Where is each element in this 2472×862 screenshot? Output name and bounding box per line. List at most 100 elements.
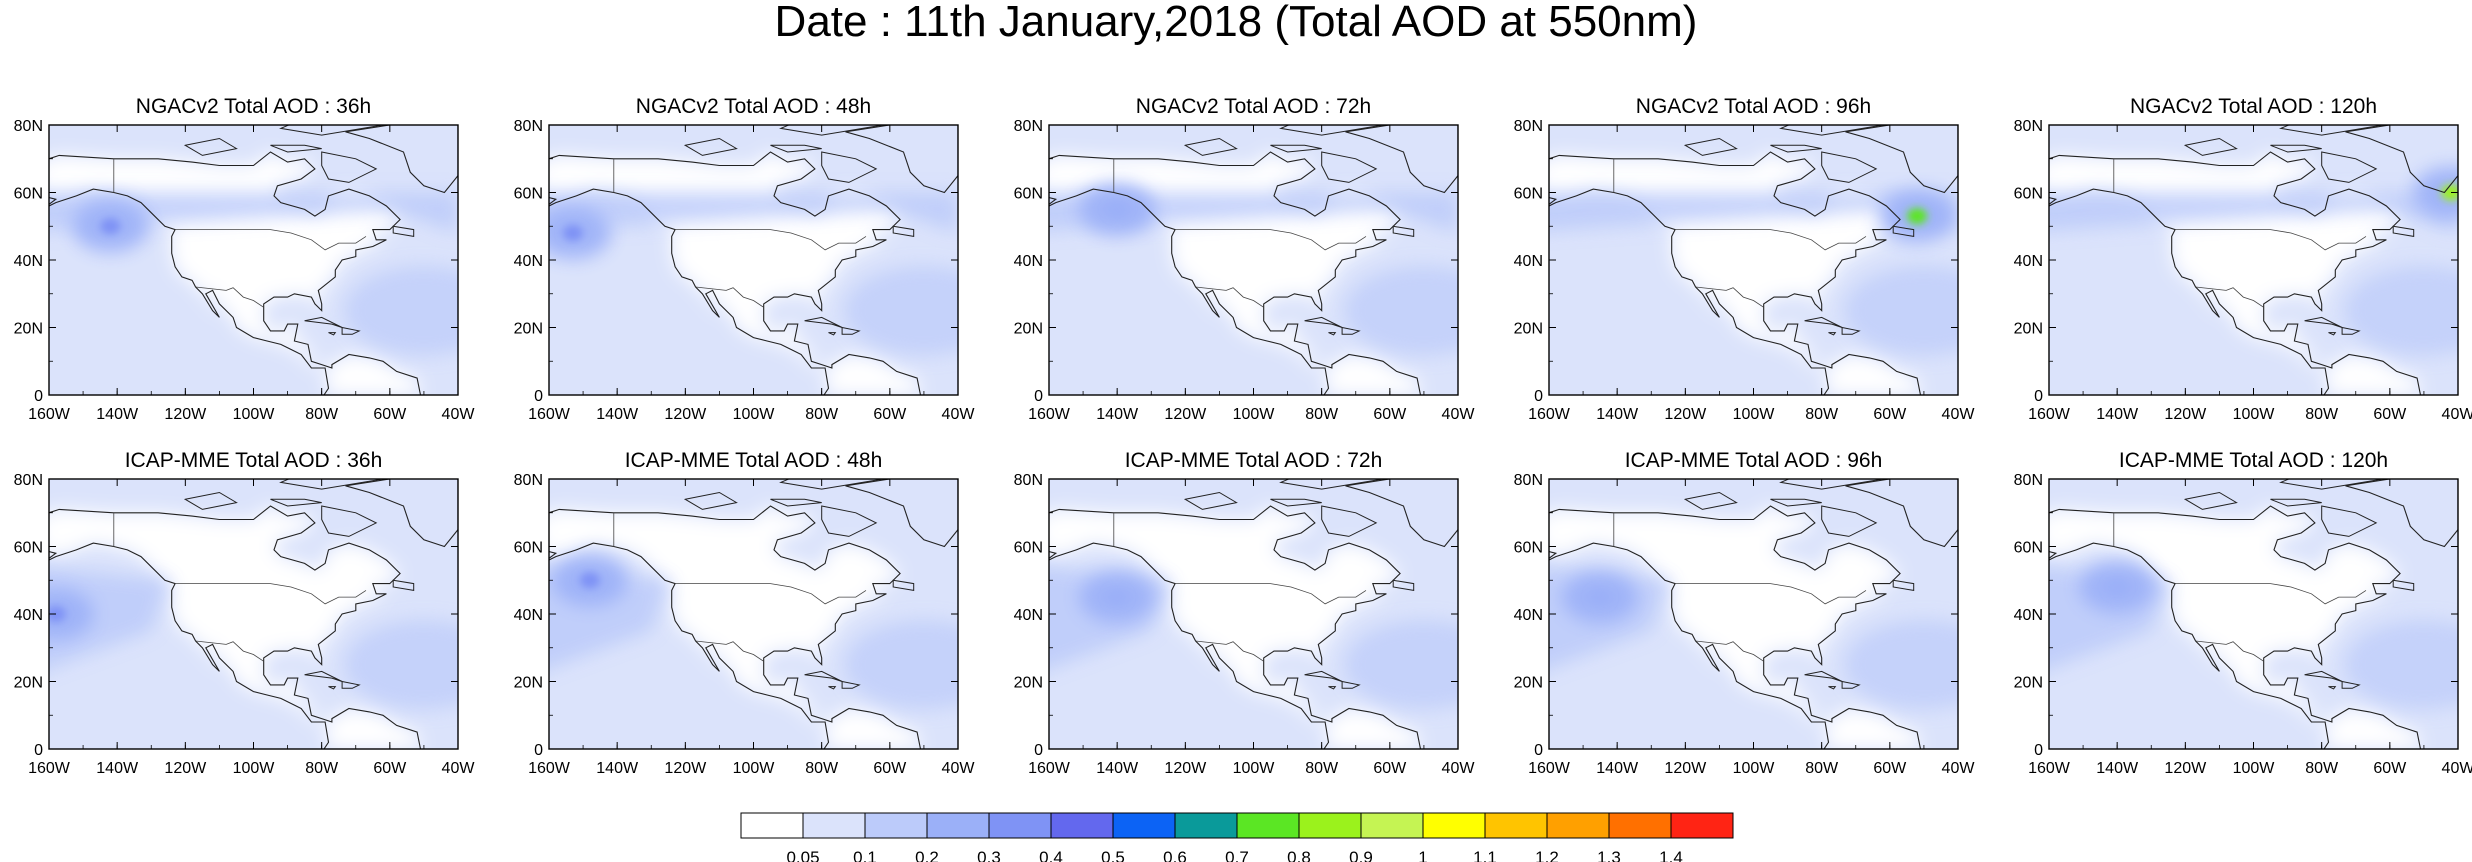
lat-tick-label: 0 — [1534, 742, 1543, 759]
coastline-greenland — [1845, 125, 1958, 194]
coastline-island — [2341, 326, 2361, 335]
lon-tick-label: 40W — [2442, 760, 2472, 777]
lat-tick-label: 80N — [1514, 118, 1543, 135]
aod-field — [1549, 479, 1958, 749]
lon-tick-label: 80W — [1805, 406, 1839, 423]
colorbar: 0.05 0.1 0.2 0.3 0.4 0.5 0.6 0.7 0.8 0.9 1 1.1 1.2 1.… — [740, 812, 1734, 862]
lon-tick-label: 100W — [733, 406, 776, 423]
coastline-island — [1183, 137, 1238, 156]
country-border — [675, 229, 867, 251]
aod-hotspot-halo — [2413, 166, 2458, 219]
lat-tick-label: 0 — [2034, 388, 2043, 405]
lat-tick-label: 80N — [2014, 118, 2043, 135]
aod-field — [49, 125, 458, 395]
colorbar-swatch — [740, 812, 804, 839]
coastline-greenland — [2345, 479, 2458, 548]
lat-tick-label: 60N — [2014, 186, 2043, 203]
aod-field — [2049, 125, 2458, 395]
coastline-island — [1779, 125, 1884, 136]
lon-tick-label: 140W — [596, 760, 639, 777]
lat-tick-label: 80N — [514, 472, 543, 489]
coastline-island — [328, 686, 337, 690]
panel-title: ICAP-MME Total AOD : 36h — [125, 449, 383, 472]
colorbar-swatch — [1236, 812, 1300, 839]
lon-tick-label: 160W — [1528, 406, 1571, 423]
lat-tick-label: 60N — [2014, 540, 2043, 557]
coastline-island — [1841, 326, 1861, 335]
lon-tick-label: 40W — [942, 406, 976, 423]
colorbar-swatch — [864, 812, 928, 839]
lat-tick-label: 20N — [1014, 675, 1043, 692]
coastline-island — [1821, 151, 1878, 183]
aod-moderate-band — [49, 192, 458, 233]
coastline-island — [892, 579, 915, 591]
aod-field — [49, 479, 458, 749]
lat-tick-label: 0 — [534, 388, 543, 405]
coastline-island — [1183, 491, 1238, 510]
lon-tick-label: 100W — [2233, 406, 2276, 423]
lat-tick-label: 20N — [514, 675, 543, 692]
aod-atlantic-band — [1343, 265, 1458, 356]
lon-tick-label: 80W — [305, 406, 339, 423]
lon-tick-label: 40W — [442, 760, 476, 777]
lat-tick-label: 80N — [14, 118, 43, 135]
lon-tick-label: 100W — [1233, 760, 1276, 777]
map-panel: ICAP-MME Total AOD : 48h 80N 60N 40N 20N 0160… — [514, 449, 976, 777]
lon-tick-label: 40W — [442, 406, 476, 423]
country-border — [195, 640, 264, 662]
country-border — [175, 229, 367, 251]
coastline-island — [1892, 225, 1915, 237]
colorbar-swatch — [1360, 812, 1424, 839]
lon-tick-label: 60W — [873, 760, 907, 777]
coastline-island — [779, 479, 884, 490]
coastline-island — [1821, 505, 1878, 537]
aod-atlantic-band — [2343, 619, 2458, 710]
panel-title: NGACv2 Total AOD : 48h — [636, 95, 871, 118]
panel-title: ICAP-MME Total AOD : 120h — [2119, 449, 2388, 472]
coastline-island — [279, 479, 384, 490]
country-border — [1195, 640, 1264, 662]
lat-tick-label: 60N — [1014, 186, 1043, 203]
aod-field — [1049, 479, 1458, 749]
lat-tick-label: 60N — [1514, 540, 1543, 557]
aod-field — [549, 125, 958, 395]
lon-tick-label: 120W — [164, 406, 207, 423]
coastline-island — [328, 332, 337, 336]
lon-tick-label: 100W — [233, 406, 276, 423]
colorbar-label: 0.5 — [1101, 848, 1125, 862]
panel-title: NGACv2 Total AOD : 120h — [2130, 95, 2377, 118]
coastline-island — [392, 579, 415, 591]
coastline-island — [1392, 579, 1415, 591]
aod-atlantic-band — [843, 265, 958, 356]
coastline-greenland — [845, 125, 958, 194]
lon-tick-label: 160W — [28, 760, 71, 777]
map-panel: NGACv2 Total AOD : 120h 80N 60N 40N 20N 0160W… — [2014, 95, 2472, 423]
coastline-island — [1279, 479, 1384, 490]
aod-atlantic-band — [1843, 265, 1958, 356]
coastline-greenland — [845, 479, 958, 548]
lat-tick-label: 80N — [1014, 118, 1043, 135]
coastline-island — [2183, 137, 2238, 156]
colorbar-label: 0.6 — [1163, 848, 1187, 862]
aod-hotspot-core — [562, 225, 583, 241]
map-panel: ICAP-MME Total AOD : 72h 80N 60N 40N 20N 0160… — [1014, 449, 1476, 777]
panel-title: NGACv2 Total AOD : 72h — [1136, 95, 1371, 118]
country-border — [675, 583, 867, 605]
coastline-greenland — [345, 479, 458, 548]
coastline-island — [770, 144, 822, 153]
aod-moderate-band — [1549, 192, 1958, 233]
coastline-island — [892, 225, 915, 237]
colorbar-swatch — [1112, 812, 1176, 839]
panel-title: ICAP-MME Total AOD : 72h — [1125, 449, 1383, 472]
lat-tick-label: 40N — [14, 607, 43, 624]
coastline-island — [1779, 479, 1884, 490]
lon-tick-label: 80W — [2305, 760, 2339, 777]
lat-tick-label: 80N — [2014, 472, 2043, 489]
lat-tick-label: 0 — [534, 742, 543, 759]
aod-hotspot-core — [100, 218, 121, 235]
lat-tick-label: 60N — [514, 540, 543, 557]
coastline-island — [1828, 332, 1837, 336]
lon-tick-label: 160W — [1028, 406, 1071, 423]
